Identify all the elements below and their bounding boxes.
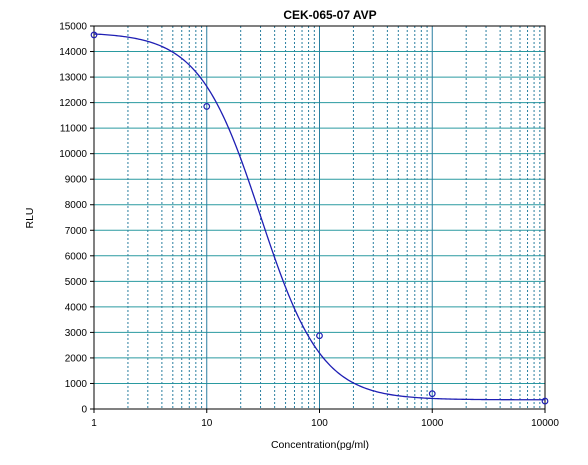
y-tick-label: 12000 [59,98,87,109]
y-tick-label: 9000 [65,175,88,186]
x-tick-label: 1 [91,418,97,429]
x-axis: 1 10 100 1000 10000 [91,409,559,429]
data-point [203,103,211,110]
fit-curve [93,33,545,401]
x-tick-label: 10000 [531,418,559,429]
x-tick-label: 10 [201,418,213,429]
y-tick-label: 4000 [65,302,88,313]
data-point [541,397,549,405]
data-point [316,332,323,340]
y-tick-label: 15000 [59,22,87,33]
y-tick-label: 5000 [65,277,88,288]
y-tick-label: 14000 [59,47,87,58]
x-axis-label: Concentration(pg/ml) [271,439,369,451]
y-tick-label: 3000 [65,328,88,339]
y-tick-label: 6000 [65,251,88,262]
y-axis: 0 1000 2000 3000 4000 5000 6000 7000 8000 9000 100… [59,22,94,416]
data-point [90,31,98,39]
y-tick-label: 0 [81,405,87,416]
y-tick-label: 7000 [65,226,88,237]
data-points [90,31,549,405]
y-tick-label: 11000 [60,124,88,135]
y-tick-label: 1000 [65,379,88,390]
chart-title: CEK-065-07 AVP [283,8,376,22]
x-tick-label: 1000 [421,418,444,429]
y-tick-label: 8000 [65,200,88,211]
y-tick-label: 10000 [59,149,87,160]
grid [94,26,545,409]
y-axis-label: RLU [24,207,36,228]
x-tick-label: 100 [311,418,328,429]
y-tick-label: 13000 [59,73,87,84]
data-point [428,390,436,398]
y-tick-label: 2000 [65,353,88,364]
